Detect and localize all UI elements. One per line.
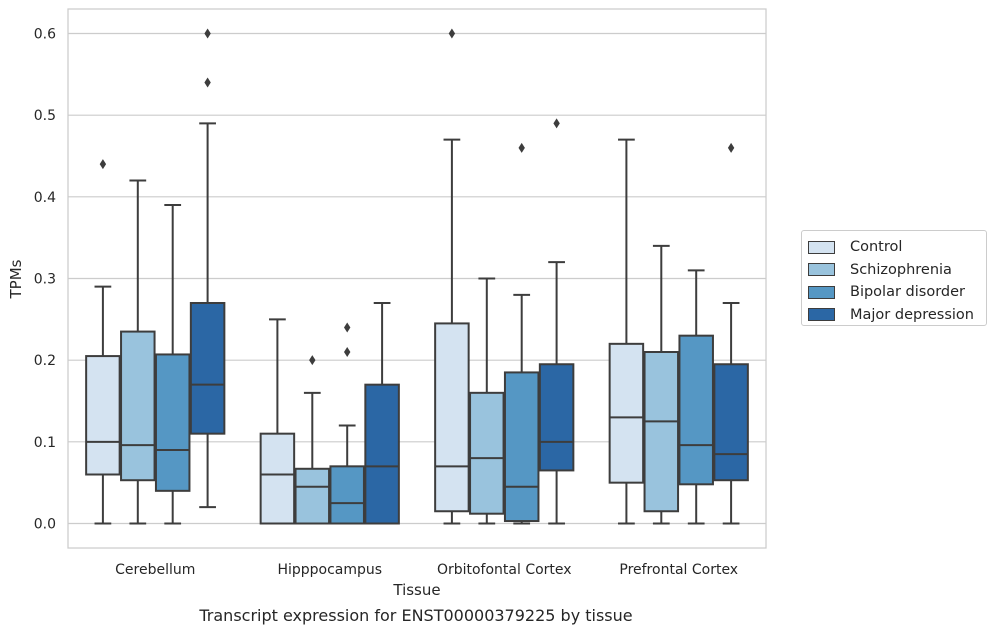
legend-label-schizophrenia: Schizophrenia — [850, 261, 952, 278]
box-iqr — [434, 322, 470, 513]
legend-label-major-depression: Major depression — [850, 306, 974, 323]
box-iqr — [678, 334, 714, 486]
legend-label-bipolar-disorder: Bipolar disorder — [850, 284, 965, 301]
legend-swatch-control — [808, 240, 835, 254]
y-tick-label: 0.5 — [34, 108, 56, 124]
x-tick-label: Prefrontal Cortex — [619, 562, 738, 578]
y-tick-label: 0.4 — [34, 190, 56, 206]
box-iqr — [85, 355, 121, 476]
y-tick-label: 0.1 — [34, 435, 56, 451]
outlier-point — [448, 28, 456, 39]
outlier-point — [553, 118, 560, 129]
box-iqr — [294, 467, 331, 525]
legend-label-control: Control — [850, 239, 903, 256]
box-iqr — [643, 351, 680, 513]
y-tick-label: 0.3 — [34, 272, 56, 288]
x-tick-label: Orbitofontal Cortex — [437, 562, 572, 578]
outlier-point — [344, 347, 351, 357]
box-iqr — [538, 363, 575, 472]
y-tick-label: 0.0 — [34, 517, 56, 533]
figure-caption: Transcript expression for ENST0000037922… — [199, 606, 633, 625]
legend-item-schizophrenia: Schizophrenia — [808, 259, 986, 282]
outlier-point — [309, 355, 316, 366]
x-tick-labels: Cerebellum Hipppocampus Orbitofontal Corte… — [115, 562, 738, 578]
legend-swatch-major-depression — [808, 308, 835, 322]
outlier-point — [204, 77, 211, 88]
x-tick-label: Hipppocampus — [277, 562, 382, 578]
plot-frame — [67, 8, 767, 549]
legend-swatch-bipolar-disorder — [808, 285, 835, 299]
box-iqr — [713, 363, 749, 482]
legend-item-control: Control — [808, 236, 986, 259]
box-iqr — [469, 391, 505, 515]
outlier-point — [518, 142, 525, 153]
box-iqr — [259, 432, 296, 525]
legend-item-major-depression: Major depression — [808, 304, 986, 327]
box-iqr — [329, 465, 365, 525]
box-iqr — [189, 302, 226, 435]
box-iqr — [120, 330, 156, 482]
box-iqr — [364, 383, 400, 525]
y-axis-title: TPMs — [7, 259, 25, 299]
outlier-point — [727, 142, 735, 153]
box-iqr — [503, 371, 540, 523]
box-iqr — [154, 353, 191, 492]
y-tick-label: 0.6 — [34, 27, 56, 43]
outlier-point — [344, 322, 351, 333]
x-tick-label: Cerebellum — [115, 562, 195, 578]
y-tick-label: 0.2 — [34, 353, 56, 369]
box-series — [85, 28, 749, 525]
legend-swatch-schizophrenia — [808, 263, 835, 277]
x-axis-title: Tissue — [392, 581, 440, 599]
y-tick-labels: 0.0 0.1 0.2 0.3 0.4 0.5 0.6 — [34, 27, 56, 533]
box-iqr — [608, 342, 645, 484]
outlier-point — [204, 28, 211, 39]
legend: Control Schizophrenia Bipolar disorder M… — [801, 230, 987, 326]
outlier-point — [99, 159, 107, 170]
legend-item-bipolar-disorder: Bipolar disorder — [808, 281, 986, 304]
